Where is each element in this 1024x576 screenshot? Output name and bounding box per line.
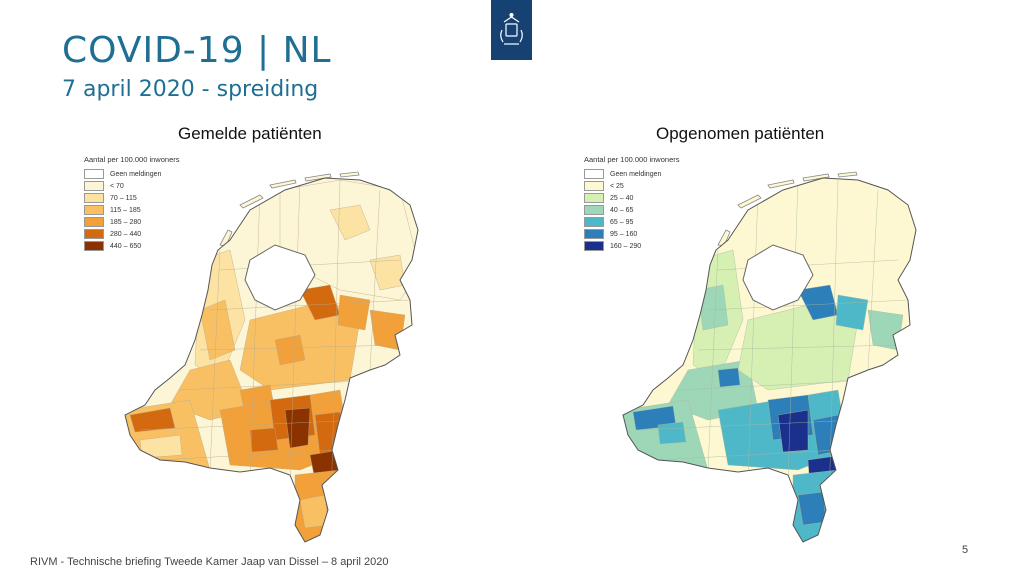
legend-reported: Aantal per 100.000 inwoners Geen melding…	[84, 155, 179, 252]
legend-item: Geen meldingen	[84, 168, 179, 180]
map-title-reported: Gemelde patiënten	[178, 124, 322, 143]
legend-item: 65 – 95	[584, 216, 679, 228]
map-title-admitted: Opgenomen patiënten	[656, 124, 825, 143]
legend-item: 70 – 115	[84, 192, 179, 204]
legend-item: 280 – 440	[84, 228, 179, 240]
legend-item: 25 – 40	[584, 192, 679, 204]
map-reported-netherlands	[124, 171, 419, 543]
page-subtitle: 7 april 2020 - spreiding	[62, 77, 319, 102]
legend-item: Geen meldingen	[584, 168, 679, 180]
legend-item: 440 – 650	[84, 240, 179, 252]
legend-title: Aantal per 100.000 inwoners	[84, 155, 180, 164]
legend-title: Aantal per 100.000 inwoners	[584, 155, 680, 164]
legend-item: 40 – 65	[584, 204, 679, 216]
page-title: COVID-19 | NL	[62, 30, 332, 71]
legend-item: 160 – 290	[584, 240, 679, 252]
legend-item: 185 – 280	[84, 216, 179, 228]
map-admitted-netherlands	[622, 171, 917, 543]
government-logo	[491, 0, 532, 60]
legend-item: 95 – 160	[584, 228, 679, 240]
footer-source: RIVM - Technische briefing Tweede Kamer …	[30, 556, 389, 568]
legend-item: < 70	[84, 180, 179, 192]
legend-admitted: Aantal per 100.000 inwoners Geen melding…	[584, 155, 679, 252]
legend-item: 115 – 185	[84, 204, 179, 216]
page-number: 5	[962, 544, 969, 556]
legend-item: < 25	[584, 180, 679, 192]
